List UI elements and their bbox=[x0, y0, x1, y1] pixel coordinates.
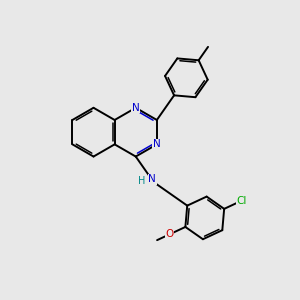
Text: N: N bbox=[132, 103, 140, 113]
Text: H: H bbox=[138, 176, 146, 186]
Text: Cl: Cl bbox=[236, 196, 247, 206]
Text: N: N bbox=[153, 140, 161, 149]
Text: N: N bbox=[148, 174, 156, 184]
Text: O: O bbox=[165, 230, 173, 239]
